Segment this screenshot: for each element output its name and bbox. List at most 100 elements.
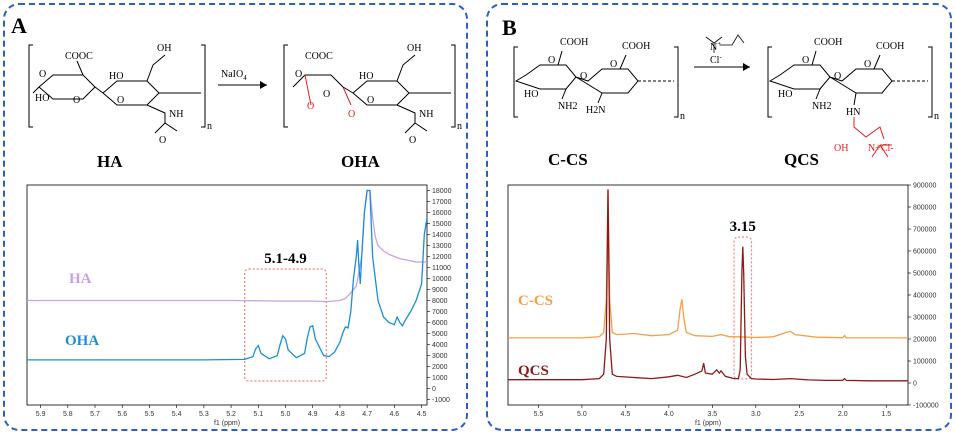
x-tick-label: 4.9: [308, 411, 318, 418]
y-tick-label: 7000: [432, 309, 448, 316]
x-tick-label: 5.8: [63, 411, 73, 418]
x-tick-label: 5.0: [577, 411, 587, 418]
x-tick-label: 2.0: [838, 411, 848, 418]
y-tick-label: 14000: [432, 232, 452, 239]
y-tick-label: 200000: [913, 337, 936, 344]
qcs-cooh-1: COOH: [814, 37, 842, 48]
nmr-chart-a: 5.9 5.8 5.7 5.6 5.5 5.4 5.3 5.2 5.1 5.0 4.9 4.8 4.7 4…: [26, 184, 452, 427]
series-line-qcs: [508, 189, 908, 382]
ha-structure: [28, 44, 206, 134]
x-tick-label: 3.5: [707, 411, 717, 418]
qcs-ring-o2: O: [864, 59, 871, 70]
y-tick-label: 5000: [432, 331, 448, 338]
x-tick-label: 3.0: [751, 411, 761, 418]
oha-ring-o: O: [323, 89, 330, 100]
y-tick-label: 3000: [432, 353, 448, 360]
ha-group-nh: NH: [169, 109, 183, 120]
x-tick-label: 5.4: [172, 411, 182, 418]
plot-frame: [507, 184, 909, 406]
ccs-link-o: O: [580, 71, 587, 82]
ha-group-oh: OH: [157, 43, 171, 54]
x-tick-label: 4.5: [621, 411, 631, 418]
ccs-cooh-1: COOH: [560, 37, 588, 48]
ha-group-ho: HO: [35, 93, 49, 104]
y-tick-label: 10000: [432, 276, 452, 283]
x-axis-label: f1 (ppm): [695, 420, 721, 427]
oha-structure: [283, 44, 456, 134]
oha-ring-o2: O: [367, 95, 374, 106]
qcs-repeat-n: n: [934, 111, 939, 122]
y-tick-label: 18000: [432, 188, 452, 195]
panel-b: B COOH O COOH O O HO NH2 H2N n C-CS: [486, 3, 952, 431]
x-tick-label: 5.7: [90, 411, 100, 418]
reagent-counterion: Cl-: [710, 53, 722, 66]
y-tick-label: 6000: [432, 320, 448, 327]
panel-a-figure: COOC OH O HO HO O O NH O n HA NaIO4: [26, 43, 462, 427]
ccs-group-ho: HO: [524, 89, 538, 100]
y-tick-label: 100000: [913, 359, 936, 366]
nmr-chart-b: 5.5 5.0 4.5 4.0 3.5 3.0 2.5 2.0 1.5 f1 (ppm) -1000…: [507, 183, 939, 427]
y-tick-label: 300000: [913, 315, 936, 322]
y-tick-label: 400000: [913, 293, 936, 300]
y-tick-label: 13000: [432, 243, 452, 250]
ccs-group-nh2: NH2: [558, 101, 577, 112]
y-tick-label: 4000: [432, 342, 448, 349]
x-tick-label: 4.6: [389, 411, 399, 418]
y-tick-label: -1000: [432, 397, 450, 404]
ha-name: HA: [97, 152, 123, 171]
series-label-c-cs: C-CS: [518, 293, 553, 309]
ha-group-carbonyl: O: [159, 135, 166, 146]
oha-aldehyde-o1: O: [307, 101, 314, 112]
highlight-box: [733, 236, 753, 380]
x-tick-label: 5.0: [281, 411, 291, 418]
panel-a-label: A: [11, 13, 27, 38]
reagent-naio4: NaIO4: [221, 69, 247, 82]
qcs-group-hn: HN: [846, 107, 860, 118]
oha-group-ho: HO: [359, 71, 373, 82]
oha-aldehyde-o2: O: [348, 109, 355, 120]
x-tick-label: 4.8: [335, 411, 345, 418]
ha-group-o-link: O: [39, 69, 46, 80]
ccs-cooh-2: COOH: [622, 41, 650, 52]
y-tick-label: 700000: [913, 227, 936, 234]
y-tick-label: 0: [913, 381, 917, 388]
qcs-group-oh: OH: [834, 143, 848, 154]
y-tick-label: -100000: [913, 403, 939, 410]
x-tick-label: 5.5: [145, 411, 155, 418]
x-tick-label: 2.5: [794, 411, 804, 418]
ha-ring-o2: O: [117, 95, 124, 106]
oha-group-cooc: COOC: [305, 51, 333, 62]
reaction-arrow-b: [694, 34, 750, 71]
y-tick-label: 16000: [432, 210, 452, 217]
oha-group-nh: NH: [419, 109, 433, 120]
oha-repeat-n: n: [457, 121, 462, 132]
x-tick-label: 4.5: [417, 411, 427, 418]
ha-ring-o: O: [73, 95, 80, 106]
x-tick-label: 5.1: [253, 411, 263, 418]
y-tick-label: 9000: [432, 287, 448, 294]
qcs-name: QCS: [784, 150, 819, 169]
x-tick-label: 4.0: [664, 411, 674, 418]
highlight-label: 5.1-4.9: [264, 251, 307, 267]
highlight-label: 3.15: [730, 219, 756, 235]
x-tick-label: 1.5: [881, 411, 891, 418]
x-axis-label: f1 (ppm): [214, 420, 240, 427]
y-tick-label: 900000: [913, 183, 936, 190]
plot-frame: [26, 184, 428, 406]
x-tick-label: 5.3: [199, 411, 209, 418]
qcs-structure: [767, 46, 933, 158]
ha-group-cooh: COOC: [65, 51, 93, 62]
reagent-ammonium: N+: [710, 40, 721, 53]
x-tick-label: 5.6: [117, 411, 127, 418]
y-tick-label: 800000: [913, 205, 936, 212]
series-label-qcs: QCS: [518, 363, 549, 379]
y-tick-label: 15000: [432, 221, 452, 228]
series-label-oha: OHA: [65, 333, 99, 349]
panel-b-figure: COOH O COOH O O HO NH2 H2N n C-CS N+ Cl-: [507, 34, 939, 427]
qcs-ammonium: N+Cl-: [868, 143, 894, 154]
qcs-group-nh2: NH2: [812, 101, 831, 112]
oha-group-oh: OH: [407, 43, 421, 54]
ccs-name: C-CS: [548, 150, 588, 169]
oha-group-o-link: O: [295, 69, 302, 80]
qcs-group-ho: HO: [778, 89, 792, 100]
